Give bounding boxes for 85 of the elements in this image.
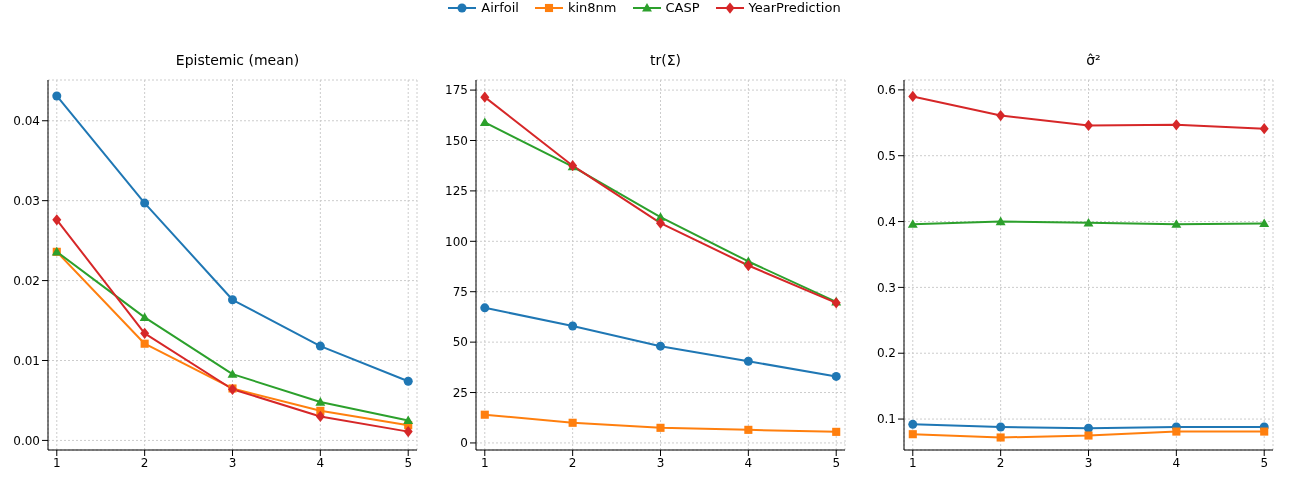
x-tick-label: 2 — [140, 455, 149, 470]
x-tick-label: 3 — [1084, 455, 1093, 470]
point — [743, 356, 753, 366]
point — [996, 422, 1006, 432]
y-tick-label: 0 — [460, 436, 468, 451]
y-tick-label: 0.2 — [876, 346, 896, 361]
x-tick-label: 4 — [744, 455, 753, 470]
y-tick-label: 25 — [452, 385, 468, 400]
point — [315, 397, 326, 406]
x-tick-label: 5 — [832, 455, 841, 470]
y-tick-label: 0.04 — [13, 114, 40, 129]
point — [480, 410, 489, 419]
y-tick-label: 0.02 — [13, 273, 40, 288]
y-tick-label: 0.03 — [13, 193, 40, 208]
point — [743, 259, 753, 272]
point — [480, 303, 490, 313]
point — [1083, 217, 1094, 227]
y-tick-label: 0.1 — [876, 412, 896, 427]
point — [140, 198, 150, 208]
legend-label: YearPrediction — [748, 0, 841, 15]
point — [228, 295, 237, 305]
point — [568, 321, 578, 331]
y-tick-label: 50 — [452, 335, 468, 350]
point — [403, 376, 413, 386]
x-tick-label: 3 — [656, 455, 665, 470]
point — [996, 109, 1006, 122]
point — [656, 341, 665, 351]
y-tick-label: 75 — [452, 284, 468, 299]
y-tick-label: 100 — [445, 234, 468, 249]
point — [479, 117, 490, 126]
legend-label: kin8nm — [567, 0, 617, 15]
x-tick-label: 4 — [316, 455, 325, 470]
point — [831, 371, 841, 381]
point — [140, 327, 150, 339]
x-tick-label: 4 — [1172, 455, 1181, 470]
y-tick-label: 0.00 — [13, 433, 40, 448]
x-tick-label: 1 — [52, 455, 61, 470]
point — [744, 425, 753, 434]
chart-title: σ̂² — [1085, 52, 1102, 70]
x-tick-label: 1 — [908, 455, 917, 470]
chart-title: Epistemic (mean) — [174, 52, 301, 70]
x-tick-label: 2 — [996, 455, 1005, 470]
point — [996, 433, 1005, 442]
point — [140, 339, 149, 348]
point — [656, 423, 665, 432]
point — [907, 219, 918, 228]
point — [1259, 218, 1270, 228]
point — [403, 415, 414, 425]
chart-title: tr(Σ) — [649, 52, 682, 70]
y-tick-label: 0.4 — [876, 214, 896, 229]
y-tick-label: 150 — [445, 133, 468, 148]
point — [480, 91, 490, 103]
x-tick-label: 3 — [228, 455, 237, 470]
y-tick-label: 125 — [445, 184, 468, 199]
point — [1171, 219, 1182, 228]
y-tick-label: 0.6 — [876, 83, 896, 98]
legend-label: Airfoil — [481, 0, 519, 15]
point — [315, 341, 325, 351]
point — [908, 430, 917, 439]
point — [1171, 119, 1181, 131]
y-tick-label: 0.5 — [876, 148, 896, 163]
legend-label: CASP — [665, 0, 700, 15]
point — [995, 216, 1006, 226]
point — [52, 214, 62, 226]
point — [908, 419, 918, 429]
point — [908, 90, 918, 103]
y-tick-label: 0.01 — [13, 353, 40, 368]
point — [656, 217, 665, 229]
x-tick-label: 2 — [568, 455, 577, 470]
y-tick-label: 0.3 — [876, 280, 896, 295]
y-tick-label: 175 — [445, 83, 468, 98]
point — [139, 312, 150, 321]
point — [1260, 427, 1269, 436]
point — [1172, 427, 1181, 436]
point — [52, 91, 62, 101]
point — [1084, 431, 1093, 440]
point — [315, 410, 325, 423]
point — [227, 369, 238, 378]
x-tick-label: 1 — [480, 455, 489, 470]
point — [403, 425, 413, 438]
point — [568, 418, 577, 427]
point — [832, 427, 841, 436]
x-tick-label: 5 — [1260, 455, 1269, 470]
x-tick-label: 5 — [404, 455, 413, 470]
point — [1259, 123, 1269, 135]
